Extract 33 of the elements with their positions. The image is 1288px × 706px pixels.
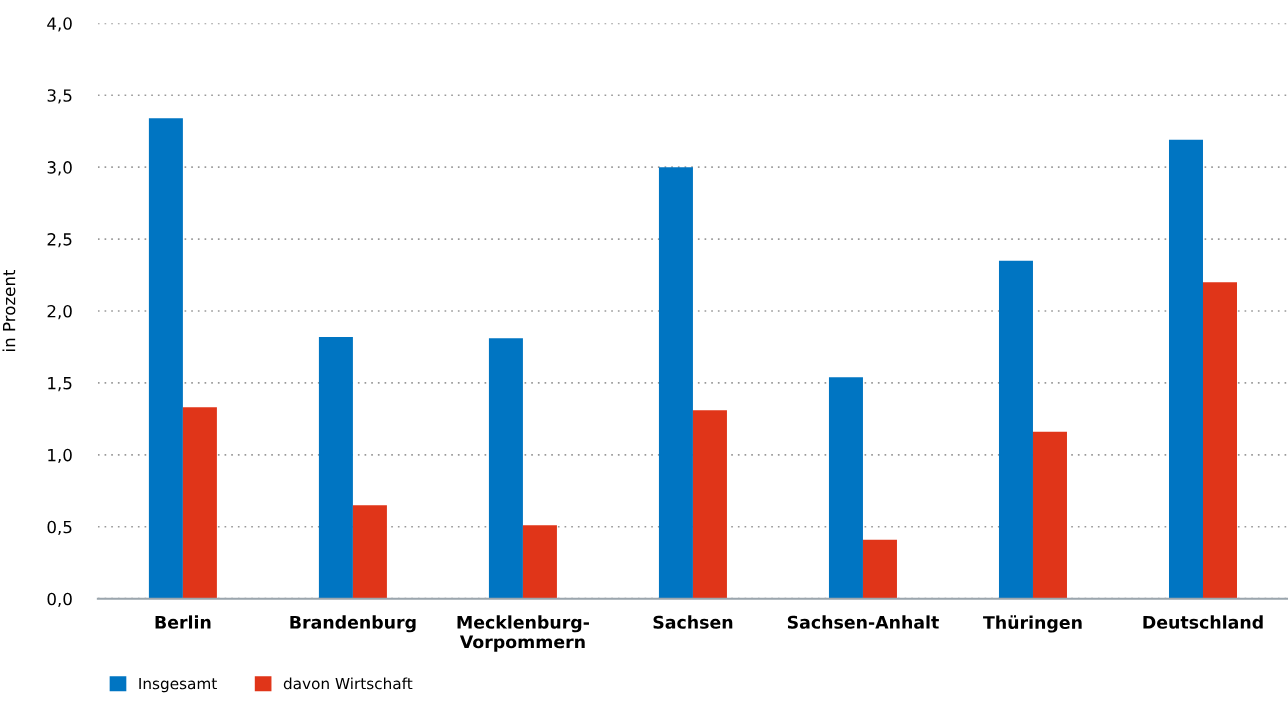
bar: [1032, 431, 1067, 599]
y-tick-label: 0,5: [47, 520, 72, 536]
y-tick-label: 3,0: [47, 161, 72, 176]
legend-label: Insgesamt: [139, 677, 217, 693]
legend-label: davon Wirtschaft: [283, 677, 413, 690]
bar: [182, 407, 217, 599]
x-tick-label: Sachsen: [653, 615, 733, 629]
bar: [318, 336, 353, 599]
y-tick-label: 1,0: [48, 448, 72, 464]
y-tick-label: 2,0: [47, 304, 72, 320]
bar: [862, 539, 897, 599]
y-tick-label: 4,0: [47, 17, 72, 32]
bar: [488, 338, 523, 599]
y-tick-label: 2,5: [47, 233, 72, 248]
y-tick-label: 1,5: [48, 377, 72, 392]
x-tick-label: Thüringen: [983, 615, 1082, 633]
y-tick-label: 3,5: [47, 89, 72, 104]
y-tick-label: 0,0: [47, 592, 72, 607]
x-tick-label: Berlin: [155, 615, 211, 629]
bar: [1202, 282, 1237, 599]
y-axis-title: in Prozent: [2, 269, 16, 351]
bar: [522, 525, 557, 599]
x-tick-label: Mecklenburg- Vorpommern: [457, 615, 589, 652]
bar: [998, 260, 1033, 599]
bar: [828, 377, 863, 599]
bar: [352, 505, 387, 599]
x-tick-label: Deutschland: [1143, 615, 1263, 629]
bar: [658, 167, 693, 599]
bar: [692, 410, 727, 599]
bar: [148, 118, 183, 599]
bar: [1168, 139, 1203, 599]
x-tick-label: Brandenburg: [290, 615, 416, 633]
x-tick-label: Sachsen-Anhalt: [787, 615, 939, 629]
